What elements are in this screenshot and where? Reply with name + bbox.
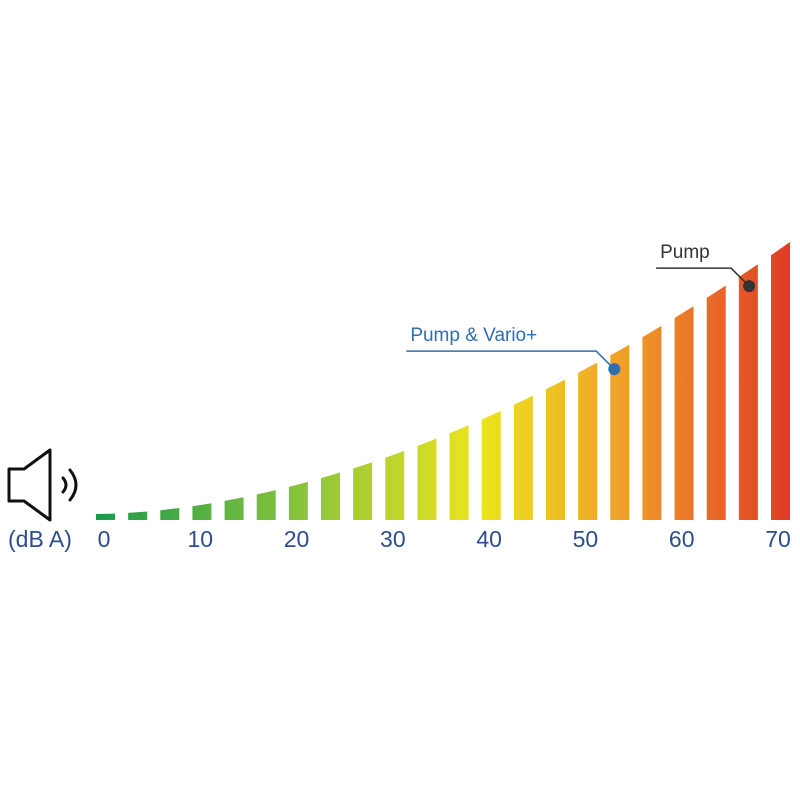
marker-leader (406, 350, 615, 370)
scale-bar (674, 306, 694, 520)
x-tick-label: 30 (380, 526, 406, 552)
scale-bar (610, 344, 630, 520)
scale-bar (578, 362, 598, 520)
marker-dot (608, 363, 621, 376)
x-tick-label: 50 (573, 526, 599, 552)
axis-label: (dB A) (8, 526, 72, 552)
scale-bar (385, 450, 405, 520)
marker-label: Pump & Vario+ (410, 325, 537, 346)
scale-bar (449, 425, 469, 520)
scale-bar (417, 438, 437, 520)
x-tick-label: 40 (476, 526, 502, 552)
scale-bar (481, 410, 501, 520)
x-tick-label: 0 (98, 526, 111, 552)
scale-bar (771, 242, 790, 520)
scale-bar (706, 285, 726, 520)
x-tick-label: 70 (765, 526, 791, 552)
scale-bar (642, 325, 662, 520)
marker-dot (743, 280, 756, 293)
scale-bar (96, 513, 115, 520)
scale-bar (256, 490, 276, 520)
scale-bar (546, 379, 565, 520)
scale-bar (192, 503, 212, 520)
scale-bar (353, 462, 373, 520)
scale-bar (321, 472, 340, 520)
marker-leader (656, 267, 750, 287)
scale-bar (513, 395, 533, 520)
speaker-icon (7, 448, 78, 522)
x-tick-label: 20 (284, 526, 310, 552)
scale-bar (128, 511, 148, 520)
x-tick-label: 60 (669, 526, 695, 552)
scale-bar (738, 264, 758, 520)
scale-bar (160, 508, 180, 520)
scale-bar (288, 481, 308, 520)
x-tick-label: 10 (187, 526, 213, 552)
scale-bars (96, 242, 790, 520)
scale-bar (224, 497, 244, 520)
marker-label: Pump (660, 242, 710, 263)
